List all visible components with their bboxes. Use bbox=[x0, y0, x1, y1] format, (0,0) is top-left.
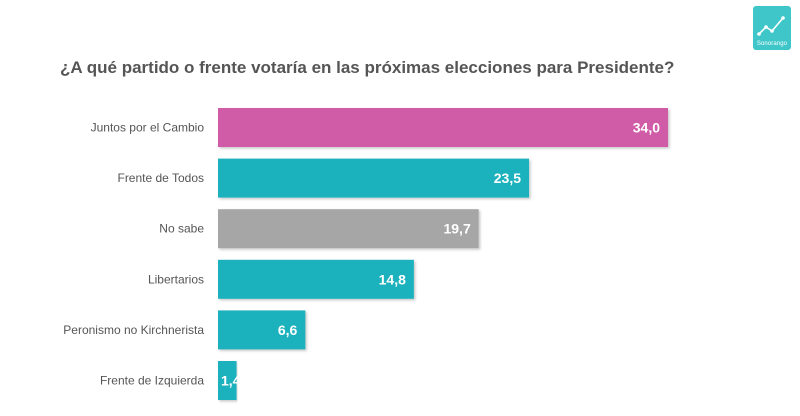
value-label-2: 19,7 bbox=[443, 221, 470, 237]
value-label-0: 34,0 bbox=[633, 120, 660, 136]
chart-title: ¿A qué partido o frente votaría en las p… bbox=[60, 58, 675, 77]
bar-5 bbox=[218, 361, 237, 400]
bar-3 bbox=[218, 259, 414, 299]
value-label-3: 14,8 bbox=[379, 271, 406, 287]
trend-chart-icon bbox=[757, 16, 785, 36]
value-label-4: 6,6 bbox=[278, 322, 298, 338]
category-label-2: No sabe bbox=[159, 222, 204, 236]
logo-text: Sonorango bbox=[756, 41, 788, 47]
value-label-1: 23,5 bbox=[494, 170, 521, 186]
bar-4 bbox=[218, 310, 306, 350]
category-label-0: Juntos por el Cambio bbox=[91, 121, 205, 135]
category-label-3: Libertarios bbox=[148, 272, 204, 286]
value-label-5: 1,4 bbox=[221, 373, 241, 389]
brand-logo: Sonorango bbox=[753, 6, 791, 50]
category-label-1: Frente de Todos bbox=[117, 171, 204, 185]
category-label-4: Peronismo no Kirchnerista bbox=[63, 323, 204, 337]
bar-0 bbox=[218, 108, 668, 147]
bar-1 bbox=[218, 158, 530, 198]
bar-2 bbox=[218, 209, 479, 249]
category-label-5: Frente de Izquierda bbox=[100, 374, 204, 388]
